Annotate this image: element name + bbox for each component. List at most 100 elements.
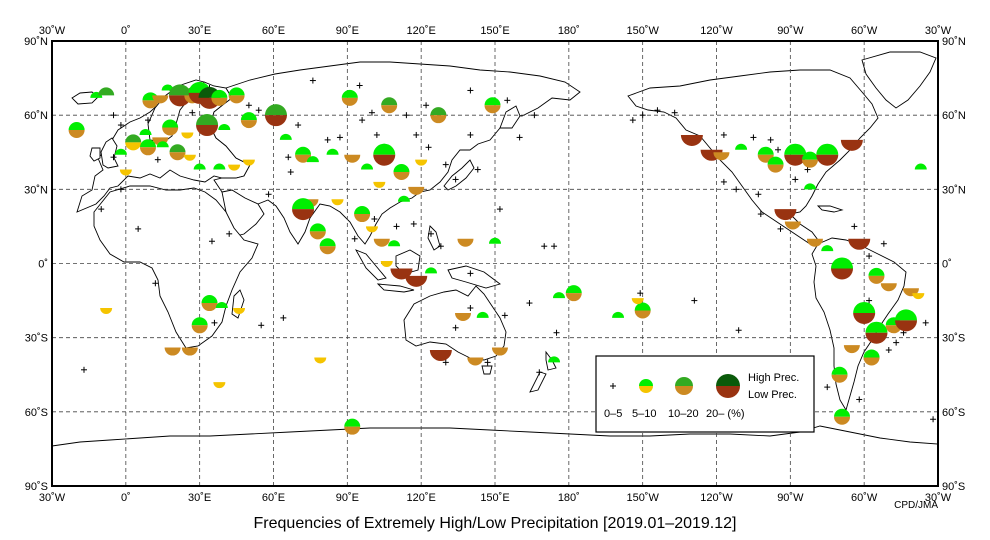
station-marker (344, 154, 361, 163)
station-marker-plus (295, 122, 302, 129)
low-prec-half (868, 275, 885, 284)
high-prec-half (853, 301, 876, 313)
station-marker (393, 164, 410, 181)
station-marker-plus (504, 97, 511, 104)
high-prec-half (381, 97, 398, 106)
high-prec-half (863, 349, 880, 358)
station-marker (831, 257, 854, 280)
station-marker-plus (671, 109, 678, 116)
station-marker-plus (336, 134, 343, 141)
high-prec-half (816, 143, 839, 155)
high-prec-half (218, 124, 231, 130)
high-prec-half (612, 311, 625, 318)
station-marker (201, 295, 218, 312)
station-marker-plus (551, 243, 558, 250)
lat-tick-label: 30˚S (942, 333, 965, 345)
station-marker (863, 349, 880, 366)
low-prec-half (211, 97, 228, 106)
low-prec-half (863, 357, 880, 366)
station-marker-plus (437, 243, 444, 250)
station-marker-plus (484, 359, 491, 366)
station-marker-plus (280, 314, 287, 321)
station-marker (821, 245, 834, 252)
lon-tick-label: 60˚W (851, 492, 878, 504)
high-prec-half (552, 292, 565, 299)
low-prec-half (381, 105, 398, 114)
low-prec-half (68, 130, 85, 138)
station-marker (415, 159, 428, 166)
station-marker-plus (467, 131, 474, 138)
station-marker-plus (117, 186, 124, 193)
station-marker (139, 139, 156, 156)
station-marker-plus (720, 178, 727, 185)
low-prec-half (415, 159, 428, 166)
lat-tick-label: 30˚N (24, 184, 48, 196)
station-marker (491, 347, 508, 356)
high-prec-half (191, 317, 208, 326)
station-marker (476, 311, 489, 318)
lat-tick-label: 60˚N (942, 110, 966, 122)
station-marker (240, 112, 257, 129)
station-marker (193, 163, 206, 170)
station-marker-plus (368, 109, 375, 116)
station-marker (548, 356, 561, 363)
lon-tick-label: 30˚W (925, 25, 952, 37)
low-prec-half (341, 97, 358, 106)
low-prec-half (228, 164, 241, 171)
station-marker (373, 181, 386, 188)
station-marker (831, 366, 848, 383)
station-marker-plus (866, 297, 873, 304)
lon-tick-label: 120˚E (406, 492, 435, 504)
station-marker-plus (553, 329, 560, 336)
station-marker (405, 275, 428, 287)
station-marker-plus (720, 131, 727, 138)
high-prec-half (397, 195, 410, 202)
station-marker (816, 143, 839, 166)
station-marker (211, 89, 228, 106)
legend-low-label: Low Prec. (748, 389, 797, 401)
high-prec-half (228, 87, 245, 96)
station-marker (552, 292, 565, 299)
lat-tick-label: 0˚ (38, 259, 48, 271)
legend-symbol-5-10 (639, 379, 653, 393)
high-prec-half (430, 107, 447, 116)
station-marker (784, 221, 801, 230)
high-prec-half (834, 408, 851, 417)
high-prec-half (757, 146, 774, 155)
low-prec-half (181, 347, 198, 356)
latitude-labels-left: 90˚N 60˚N 30˚N 0˚ 30˚S 60˚S 90˚S (24, 36, 48, 493)
low-prec-half (848, 238, 871, 250)
station-marker-plus (410, 220, 417, 227)
high-prec-half (292, 198, 315, 210)
station-marker (914, 163, 927, 170)
station-marker (228, 164, 241, 171)
station-marker (365, 226, 378, 233)
legend: High Prec. Low Prec. 0–5 5–10 10–20 20– … (595, 355, 815, 433)
station-marker (156, 141, 169, 148)
station-marker (164, 347, 181, 356)
legend-plus-icon (610, 383, 616, 389)
high-prec-half (767, 156, 784, 165)
legend-class-4: 20– (%) (706, 408, 745, 420)
station-marker (802, 151, 819, 168)
lon-tick-label: 30˚E (188, 25, 211, 37)
low-prec-half (467, 357, 484, 366)
station-marker-plus (135, 225, 142, 232)
station-marker-plus (893, 339, 900, 346)
station-marker-plus (735, 327, 742, 334)
low-prec-half (119, 169, 132, 176)
land-ireland (89, 147, 101, 162)
low-prec-half (680, 134, 703, 146)
low-prec-half (373, 181, 386, 188)
station-marker (292, 198, 315, 221)
station-marker (331, 199, 344, 206)
low-prec-half (295, 154, 312, 163)
lat-tick-label: 60˚S (942, 407, 965, 419)
station-marker-plus (922, 319, 929, 326)
station-marker-plus (516, 134, 523, 141)
high-prec-half (306, 156, 319, 163)
station-marker-plus (629, 117, 636, 124)
station-marker-plus (117, 122, 124, 129)
low-prec-half (292, 209, 315, 221)
lat-tick-label: 30˚S (25, 333, 48, 345)
